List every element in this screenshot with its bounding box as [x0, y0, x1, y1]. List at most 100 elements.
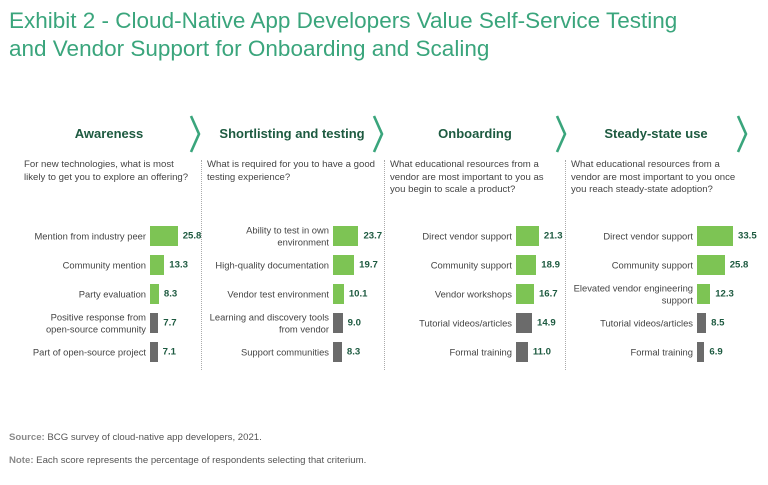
- bar: [150, 313, 159, 333]
- category-label: Formal training: [449, 346, 512, 358]
- category-label: Direct vendor support: [422, 230, 512, 242]
- bar-row: Mention from industry peer 25.8: [18, 226, 202, 246]
- bar-row: Direct vendor support 33.5: [565, 226, 757, 246]
- bar-row: Vendor workshops 16.7: [384, 284, 566, 304]
- separator: [565, 160, 566, 370]
- data-label: 8.3: [346, 346, 361, 358]
- bar-row: Learning and discovery tools from vendor…: [201, 311, 383, 335]
- data-label: 18.9: [541, 259, 560, 271]
- source-text: BCG survey of cloud-native app developer…: [44, 432, 262, 443]
- bar: [333, 255, 355, 275]
- data-label: 13.3: [169, 259, 188, 271]
- category-label: Ability to test in own environment: [246, 224, 329, 248]
- panel-title: Shortlisting and testing: [219, 126, 365, 141]
- bar: [333, 284, 344, 304]
- panel-question: What educational resources from a vendor…: [571, 159, 736, 195]
- data-label: 25.8: [729, 259, 749, 271]
- data-label: 14.9: [537, 317, 556, 329]
- title-line-1: Exhibit 2 - Cloud-Native App Developers …: [9, 8, 678, 33]
- note-text: Each score represents the percentage of …: [33, 455, 367, 466]
- data-label: 8.5: [711, 317, 725, 329]
- panel-question: What is required for you to have a good …: [207, 159, 375, 183]
- bar-row: Ability to test in own environment 23.7: [201, 224, 383, 248]
- bar: [516, 313, 532, 333]
- panel-3: Steady-state use What educational resourc…: [565, 114, 757, 372]
- bar-row: Community mention 13.3: [18, 255, 200, 275]
- chart-title: Exhibit 2 - Cloud-Native App Developers …: [9, 7, 749, 63]
- data-label: 6.9: [709, 346, 723, 358]
- category-label: Positive response from open-source commu…: [45, 311, 146, 335]
- category-label: High-quality documentation: [215, 259, 329, 271]
- chevron-right-icon: [189, 115, 201, 153]
- data-label: 33.5: [738, 230, 757, 242]
- bar: [516, 226, 539, 246]
- source-note: Source: BCG survey of cloud-native app d…: [9, 432, 262, 443]
- category-label: Vendor test environment: [227, 288, 329, 300]
- data-label: 7.1: [162, 346, 176, 358]
- separator: [384, 160, 385, 370]
- category-label: Party evaluation: [78, 288, 146, 300]
- bar-row: Tutorial videos/articles 8.5: [565, 313, 747, 333]
- bar: [516, 284, 534, 304]
- data-label: 7.7: [163, 317, 177, 329]
- bar-row: Party evaluation 8.3: [18, 284, 200, 304]
- bar: [697, 226, 733, 246]
- panel-question: For new technologies, what is most likel…: [24, 159, 189, 183]
- bar-row: Vendor test environment 10.1: [201, 284, 383, 304]
- panel-question: What educational resources from a vendor…: [390, 159, 544, 195]
- bar: [150, 342, 158, 362]
- bar: [697, 342, 705, 362]
- bar-row: Support communities 8.3: [201, 342, 383, 362]
- chevron-right-icon: [372, 115, 384, 153]
- category-label: Tutorial videos/articles: [600, 317, 693, 329]
- chevron-right-icon: [555, 115, 567, 153]
- bar-row: Positive response from open-source commu…: [18, 311, 200, 335]
- bar-row: Community support 18.9: [384, 255, 566, 275]
- category-label: Part of open-source project: [32, 346, 146, 358]
- bar: [516, 342, 528, 362]
- data-label: 21.3: [543, 230, 563, 242]
- bar: [516, 255, 537, 275]
- bar: [333, 342, 342, 362]
- bar-row: Elevated vendor engineering support 12.3: [565, 282, 747, 306]
- bar-row: Part of open-source project 7.1: [18, 342, 200, 362]
- data-label: 25.8: [182, 230, 202, 242]
- bar-row: Direct vendor support 21.3: [384, 226, 566, 246]
- note-label: Note:: [9, 455, 34, 466]
- data-label: 11.0: [532, 346, 551, 358]
- panel-title: Onboarding: [438, 126, 512, 141]
- bar-row: Tutorial videos/articles 14.9: [384, 313, 566, 333]
- title-line-2: and Vendor Support for Onboarding and Sc…: [9, 36, 490, 61]
- category-label: Tutorial videos/articles: [419, 317, 512, 329]
- category-label: Community support: [430, 259, 512, 271]
- footnote: Note: Each score represents the percenta…: [9, 455, 366, 466]
- category-label: Community support: [611, 259, 693, 271]
- bar: [150, 226, 178, 246]
- bar: [333, 226, 359, 246]
- data-label: 8.3: [163, 288, 178, 300]
- bar-row: Formal training 6.9: [565, 342, 747, 362]
- source-label: Source:: [9, 432, 45, 443]
- bar: [150, 255, 165, 275]
- category-label: Support communities: [240, 346, 329, 358]
- chevron-right-icon: [736, 115, 748, 153]
- separator: [201, 160, 202, 370]
- category-label: Formal training: [630, 346, 693, 358]
- panel-0: Awareness For new technologies, what is m…: [18, 114, 202, 372]
- category-label: Community mention: [62, 259, 146, 271]
- data-label: 10.1: [348, 288, 368, 300]
- category-label: Mention from industry peer: [34, 230, 146, 242]
- bar: [333, 313, 343, 333]
- panel-title: Steady-state use: [604, 126, 708, 141]
- data-label: 19.7: [359, 259, 378, 271]
- data-label: 23.7: [363, 230, 383, 242]
- panel-1: Shortlisting and testing What is required…: [201, 114, 384, 372]
- category-label: Vendor workshops: [434, 288, 512, 300]
- category-label: Learning and discovery tools from vendor: [209, 311, 329, 335]
- bar: [697, 284, 711, 304]
- data-label: 9.0: [347, 317, 361, 329]
- bar: [150, 284, 159, 304]
- category-label: Direct vendor support: [603, 230, 693, 242]
- bar-row: Community support 25.8: [565, 255, 749, 275]
- category-label: Elevated vendor engineering support: [573, 282, 693, 306]
